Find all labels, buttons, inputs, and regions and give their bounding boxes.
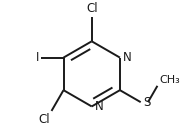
Text: S: S [143, 96, 151, 109]
Text: N: N [123, 51, 132, 64]
Text: CH₃: CH₃ [159, 75, 180, 85]
Text: I: I [36, 51, 40, 64]
Text: Cl: Cl [86, 2, 98, 15]
Text: N: N [95, 100, 104, 113]
Text: Cl: Cl [38, 113, 50, 126]
